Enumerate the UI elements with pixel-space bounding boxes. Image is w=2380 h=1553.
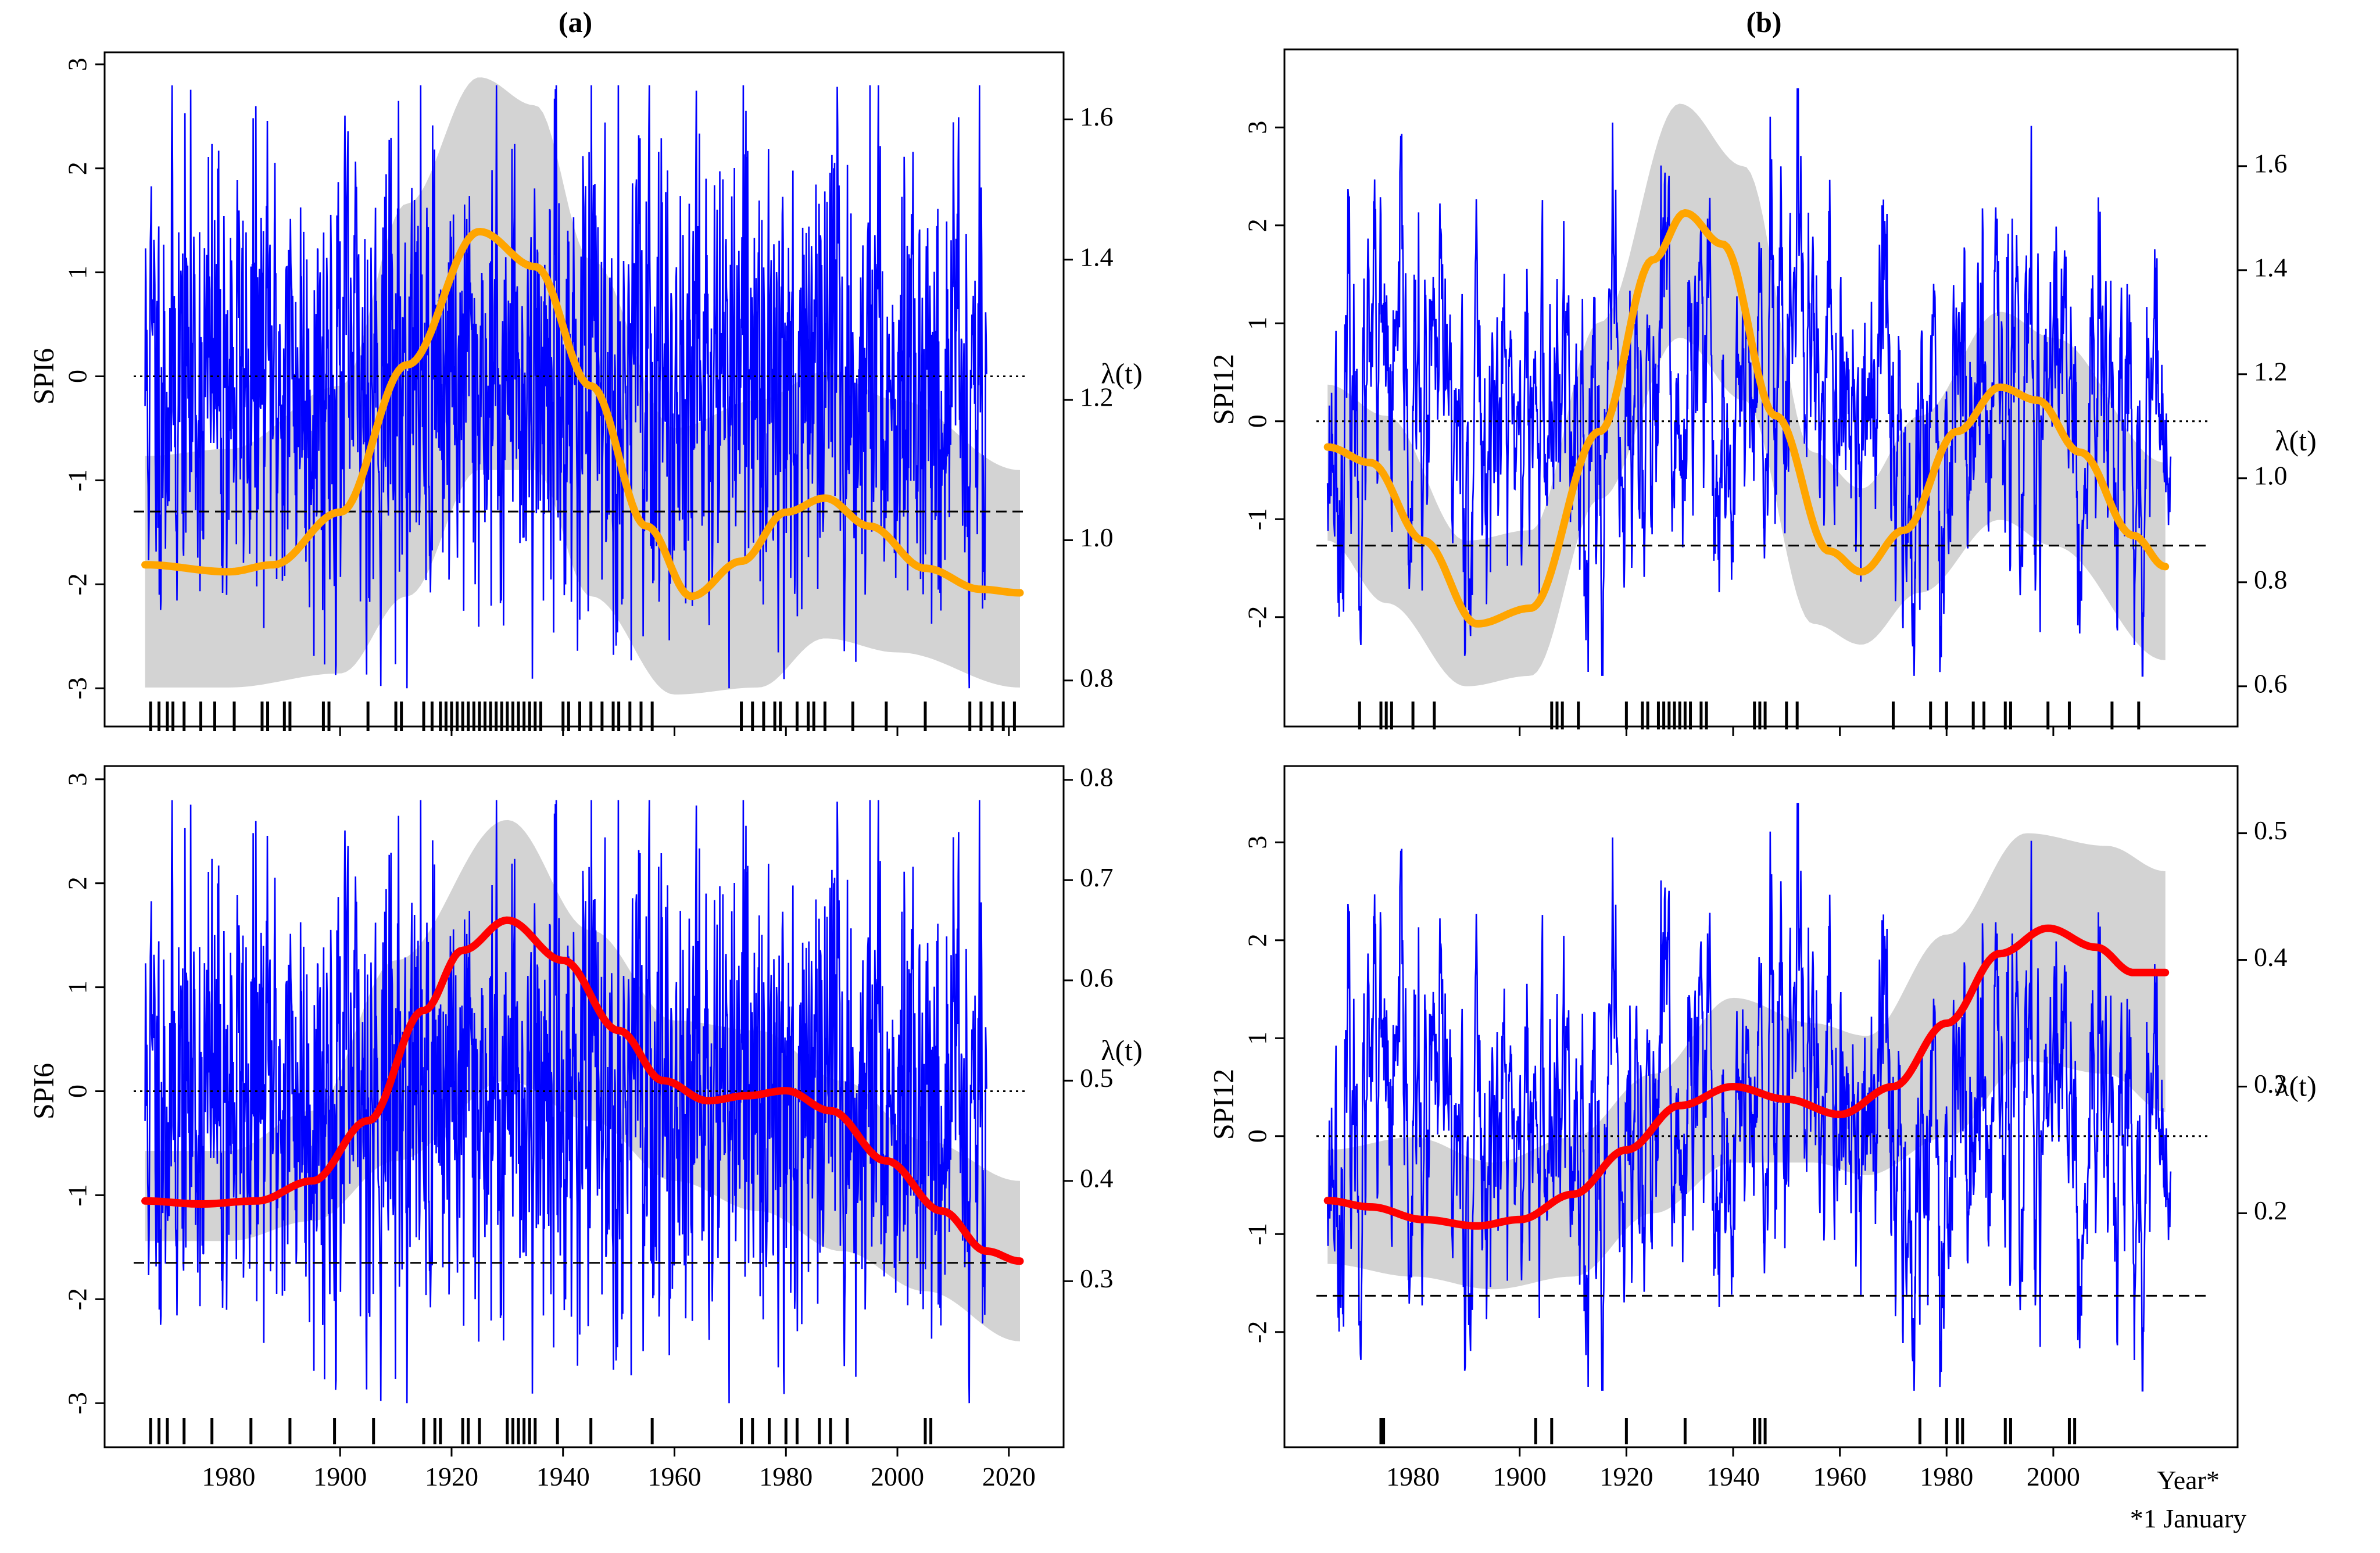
spi-axis-label: SPI6	[27, 348, 59, 405]
spi-tick-label: -2	[63, 573, 92, 595]
rate-tick-label: 0.8	[1080, 762, 1114, 792]
spi-tick-label: -1	[1243, 1223, 1272, 1245]
rate-tick-label: 1.2	[1080, 382, 1114, 412]
chart-panel-b-bottom: 3 2 1 0 -1 -2 SPI12 0.5 0.4 0.3 0.2 λ(t) 1980 1900 192…	[1207, 765, 2317, 1491]
rate-axis-label: λ(t)	[2275, 424, 2316, 457]
rate-axis-label: λ(t)	[1101, 1034, 1142, 1067]
spi-series-line	[144, 800, 987, 1404]
rate-tick-label: 0.8	[1080, 663, 1114, 692]
x-tick-label: 2000	[2027, 1462, 2080, 1491]
plot-frame	[1283, 48, 2239, 728]
rate-tick-label: 0.8	[2254, 564, 2288, 594]
chart-panel-b-top: 3 2 1 0 -1 -2 SPI12 1.6 1.4 1.2 1.0 0.8 0.6 λ(t)	[1207, 48, 2317, 736]
x-tick-label: 1940	[536, 1462, 590, 1491]
footnote: *1 January	[2130, 1504, 2247, 1533]
spi-tick-label: 1	[1243, 1032, 1272, 1045]
spi-tick-label: -1	[63, 1184, 92, 1206]
rate-axis-label: λ(t)	[2275, 1069, 2316, 1102]
lambda-curve	[141, 228, 1024, 600]
x-tick-label: 1900	[313, 1462, 367, 1491]
rate-tick-label: 1.4	[1080, 242, 1114, 271]
spi-tick-label: 0	[1243, 1129, 1272, 1143]
lambda-curve	[141, 916, 1024, 1265]
rate-axis-label: λ(t)	[1101, 357, 1142, 390]
spi-series-line	[1326, 803, 2172, 1392]
x-tick-label: 1900	[1493, 1462, 1547, 1491]
spi-tick-label: 0	[63, 1085, 92, 1098]
spi-series-line	[144, 85, 987, 689]
spi-tick-label: -1	[1243, 508, 1272, 530]
spi-tick-label: 2	[1243, 933, 1272, 947]
rate-tick-label: 0.4	[2254, 942, 2288, 972]
spi-tick-label: 0	[63, 370, 92, 383]
rate-tick-label: 0.7	[1080, 863, 1114, 892]
x-tick-label: 1960	[1813, 1462, 1867, 1491]
x-tick-label: 1980	[759, 1462, 813, 1491]
spi-axis-label: SPI12	[1207, 354, 1239, 425]
confidence-band	[1327, 103, 2166, 686]
spi-tick-label: 3	[63, 772, 92, 786]
plot-frame	[103, 51, 1065, 728]
x-tick-label: 2020	[982, 1462, 1036, 1491]
spi-tick-label: 3	[63, 58, 92, 71]
spi-tick-label: -1	[63, 469, 92, 491]
rate-tick-label: 1.6	[1080, 102, 1114, 131]
chart-panel-a-bottom: 3 2 1 0 -1 -2 -3 SPI6 0.8 0.7 0.6 0.5 0.4 0.3 λ(t) 1980…	[27, 762, 1142, 1491]
spi-tick-label: -2	[1243, 606, 1272, 628]
spi-tick-label: 3	[1243, 836, 1272, 849]
spi-tick-label: -2	[1243, 1321, 1272, 1343]
spi-tick-label: -3	[63, 677, 92, 699]
x-tick-label: 1980	[202, 1462, 255, 1491]
spi-tick-label: 1	[1243, 317, 1272, 330]
rate-tick-label: 1.0	[1080, 523, 1114, 552]
panel-b-label: (b)	[1746, 6, 1781, 38]
rate-tick-label: 1.6	[2254, 148, 2288, 178]
rate-tick-label: 0.6	[1080, 962, 1114, 992]
spi-tick-label: 1	[63, 981, 92, 994]
rate-tick-label: 1.0	[2254, 460, 2288, 490]
rate-tick-label: 0.6	[2254, 668, 2288, 698]
spi-axis-label: SPI6	[27, 1063, 59, 1119]
rate-tick-label: 0.3	[1080, 1264, 1114, 1293]
spi-axis-label: SPI12	[1207, 1069, 1239, 1140]
spi-tick-label: 2	[63, 162, 92, 175]
x-tick-label: 1980	[1920, 1462, 1973, 1491]
x-tick-label: 2000	[871, 1462, 924, 1491]
spi-tick-label: -2	[63, 1288, 92, 1310]
spi-tick-label: 1	[63, 266, 92, 279]
rate-tick-label: 0.5	[2254, 815, 2288, 845]
plot-frame	[1283, 765, 2239, 1448]
rate-tick-label: 0.5	[1080, 1063, 1114, 1093]
x-tick-label: 1940	[1706, 1462, 1760, 1491]
rate-tick-label: 1.4	[2254, 252, 2288, 282]
x-tick-label: 1920	[1599, 1462, 1653, 1491]
rate-tick-label: 0.3	[2254, 1069, 2288, 1098]
rate-tick-label: 1.2	[2254, 356, 2288, 386]
lambda-curve	[1323, 924, 2170, 1230]
spi-series-line	[1326, 88, 2172, 677]
lambda-curve	[1323, 209, 2170, 628]
spi-tick-label: 2	[1243, 219, 1272, 232]
chart-panel-a-top: 3 2 1 0 -1 -2 -3 SPI6 1.6 1.4 1.2 1.0 0.8 λ(t)	[27, 51, 1143, 736]
rate-tick-label: 0.4	[1080, 1163, 1114, 1193]
x-tick-label: 1920	[425, 1462, 478, 1491]
x-tick-label: 1960	[648, 1462, 702, 1491]
plot-frame	[103, 765, 1065, 1448]
spi-tick-label: 2	[63, 876, 92, 890]
x-tick-label: 1980	[1386, 1462, 1440, 1491]
year-axis-note: Year*	[2157, 1465, 2220, 1495]
spi-tick-label: 0	[1243, 414, 1272, 428]
panel-a-label: (a)	[559, 6, 592, 38]
spi-tick-label: -3	[63, 1392, 92, 1414]
spi-tick-label: 3	[1243, 121, 1272, 134]
rate-tick-label: 0.2	[2254, 1196, 2288, 1225]
